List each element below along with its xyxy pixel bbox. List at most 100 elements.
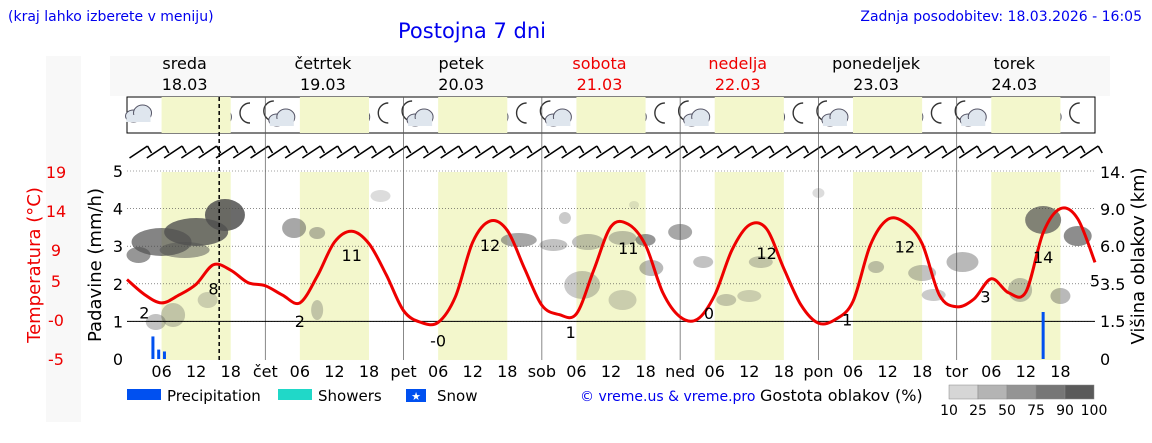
wind-barb-flag: [181, 145, 187, 154]
wind-barb-flag: [250, 145, 256, 154]
snow-star-icon: ★: [411, 390, 421, 403]
daytime-band-icons: [714, 97, 784, 133]
wind-barb: [1062, 145, 1082, 159]
cloud-height-tick: 9.0: [1100, 200, 1125, 219]
wind-barb-flag: [544, 145, 550, 154]
precipitation-tick: 0: [113, 350, 123, 369]
wind-barb-flag: [561, 145, 568, 154]
page-title: Postojna 7 dni: [398, 19, 546, 43]
hour-tick: 12: [739, 362, 759, 381]
wind-barb-flag: [872, 145, 879, 154]
cloud-cell: [748, 256, 773, 268]
day-name: nedelja: [708, 54, 767, 73]
legend-showers: Showers: [318, 387, 382, 405]
cloud-cell: [1050, 288, 1071, 304]
wind-barb: [1027, 145, 1047, 159]
day-abbr-tick: čet: [253, 362, 278, 381]
wind-barb-flag: [820, 145, 827, 154]
legend-snow: Snow: [437, 387, 477, 405]
hour-tick: 18: [221, 362, 241, 381]
wind-barb: [163, 145, 183, 159]
cloud-cell: [693, 256, 714, 268]
wind-barb-flag: [423, 145, 429, 154]
cloud-cell: [608, 290, 637, 310]
daytime-band: [438, 172, 508, 360]
precipitation-bar: [1041, 312, 1045, 359]
wind-barb-flag: [198, 145, 205, 154]
hour-tick: 12: [601, 362, 621, 381]
cloud-density-swatch: [948, 384, 979, 400]
precipitation-tick: 5: [113, 162, 123, 181]
wind-barb-flag: [1097, 145, 1103, 154]
cloud-cell: [370, 190, 391, 202]
hour-tick: 06: [428, 362, 448, 381]
cloud-cell: [737, 290, 762, 302]
wind-barb: [751, 145, 771, 159]
wind-barb: [924, 145, 944, 159]
wind-barb-flag: [354, 145, 360, 154]
cloud-density-tick: 25: [969, 403, 987, 419]
wind-barb: [440, 145, 460, 159]
temperature-tick: -0: [48, 311, 64, 330]
wind-barb: [284, 145, 304, 159]
cloud-density-scale: 10 25 50 75 90 100: [940, 384, 1107, 419]
location-hint[interactable]: (kraj lahko izberete v meniju): [8, 9, 214, 25]
cloud-density-tick: 50: [998, 403, 1016, 419]
wind-barb-flag: [267, 145, 274, 154]
wind-barb-flag: [786, 145, 792, 154]
wind-barb-flag: [682, 145, 689, 154]
temperature-tick: 5: [51, 272, 61, 291]
cloud-density-tick: 10: [940, 403, 958, 419]
cloud-cell: [145, 314, 166, 330]
grid: [127, 97, 1095, 360]
wind-barb-flag: [803, 145, 810, 154]
wind-barb-flag: [613, 145, 619, 154]
wind-barb-flag: [578, 145, 585, 154]
temperature-tick: 9: [51, 241, 61, 260]
wind-barb: [457, 145, 477, 159]
temperature-label: 12: [480, 236, 500, 255]
wind-barb-flag: [146, 145, 153, 154]
cloud-height-axis-title: Višina oblakov (km): [1128, 167, 1149, 344]
wind-barb: [388, 145, 408, 159]
day-name: sobota: [572, 54, 626, 73]
cloud-cell: [282, 218, 307, 238]
temperature-label: 2: [295, 312, 305, 331]
hour-tick: 12: [186, 362, 206, 381]
precipitation-axis-title: Padavine (mm/h): [85, 188, 106, 342]
wind-barb: [595, 145, 615, 159]
wind-barb-flag: [1045, 145, 1052, 154]
cloud-cell: [309, 227, 326, 239]
daytime-band-icons: [161, 97, 231, 133]
day-abbr-tick: pet: [390, 362, 416, 381]
wind-barb: [578, 145, 598, 159]
cloud-cell: [126, 247, 151, 263]
cloud-cell: [564, 271, 601, 299]
wind-barb-flag: [285, 145, 291, 154]
wind-barb: [803, 145, 823, 159]
daytime-band-icons: [299, 97, 369, 133]
daytime-band-icons: [853, 97, 923, 133]
day-headers: sreda 18.03 četrtek 19.03 petek 20.03 sobota 21…: [162, 54, 1038, 94]
cloud-density-swatch: [977, 384, 1008, 400]
legend-precipitation-swatch: [127, 389, 161, 400]
wind-barb: [405, 145, 425, 159]
hour-tick: 06: [705, 362, 725, 381]
temperature-label: 11: [618, 239, 638, 258]
wind-barb: [492, 145, 511, 159]
credit-link[interactable]: © vreme.us & vreme.pro: [580, 389, 755, 405]
cloud-icon: [959, 108, 987, 127]
wind-barb-flag: [734, 145, 740, 154]
temperature-label: 8: [208, 280, 218, 299]
wind-barb-flag: [406, 145, 412, 154]
hour-tick: 12: [463, 362, 483, 381]
wind-barbs: [129, 145, 1103, 159]
cloud-density-swatch: [1035, 384, 1066, 400]
hour-tick: 12: [877, 362, 897, 381]
wind-barb-flag: [440, 145, 447, 154]
temperature-label: 14: [1033, 248, 1053, 267]
wind-barb-flag: [233, 145, 239, 154]
day-abbr-tick: sob: [528, 362, 556, 381]
